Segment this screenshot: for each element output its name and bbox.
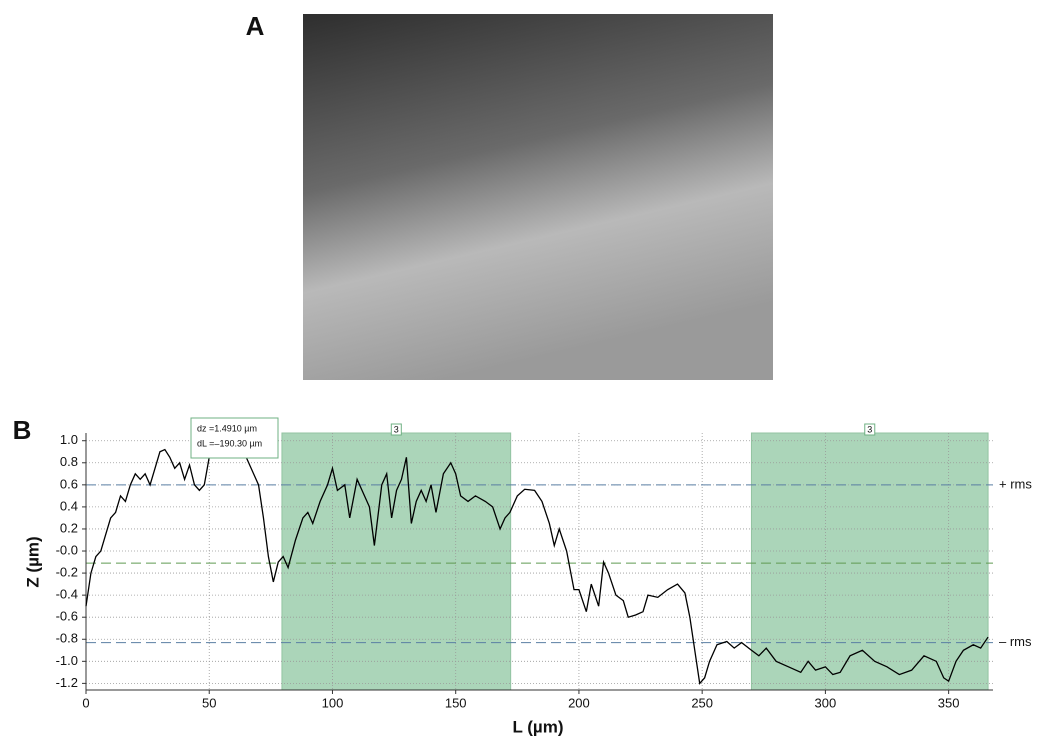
- y-tick-label: -0.0: [56, 542, 78, 557]
- y-tick-label: 1.0: [60, 432, 78, 447]
- y-tick-label: -0.2: [56, 565, 78, 580]
- x-tick-label: 300: [815, 695, 837, 710]
- region: [281, 432, 512, 691]
- x-tick-label: 100: [322, 695, 344, 710]
- y-tick-label: 0.2: [60, 520, 78, 535]
- x-tick-label: 0: [82, 695, 89, 710]
- region: [750, 432, 989, 691]
- panel-label: B: [13, 415, 32, 445]
- region-label: 3: [394, 424, 399, 434]
- y-tick-label: -0.4: [56, 587, 78, 602]
- y-tick-label: -0.8: [56, 631, 78, 646]
- reference-label: + rms: [999, 476, 1032, 491]
- x-tick-label: 50: [202, 695, 216, 710]
- y-axis-title: Z (µm): [23, 536, 42, 587]
- y-tick-label: -1.0: [56, 653, 78, 668]
- x-tick-label: 200: [568, 695, 590, 710]
- micrograph: [303, 14, 773, 380]
- micrograph-image: [303, 14, 773, 380]
- annotation-text: dz =1.4910 µm: [197, 423, 257, 433]
- annotation-text: dL =–190.30 µm: [197, 438, 262, 448]
- region-tag: [390, 423, 402, 436]
- reference-label: – rms: [999, 634, 1032, 649]
- y-tick-label: 0.4: [60, 498, 78, 513]
- y-tick-label: 0.6: [60, 476, 78, 491]
- region-tag: [864, 423, 876, 436]
- x-tick-label: 250: [691, 695, 713, 710]
- panel-label: A: [246, 11, 265, 41]
- x-tick-label: 350: [938, 695, 960, 710]
- profile-line: [85, 445, 989, 685]
- annotation-box: [190, 417, 279, 459]
- y-tick-label: -0.6: [56, 609, 78, 624]
- region-label: 3: [867, 424, 872, 434]
- y-tick-label: -1.2: [56, 675, 78, 690]
- x-tick-label: 150: [445, 695, 467, 710]
- x-axis-title: L (µm): [512, 717, 563, 736]
- y-tick-label: 0.8: [60, 454, 78, 469]
